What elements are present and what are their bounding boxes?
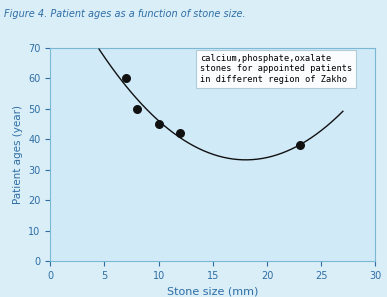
Point	[177, 131, 183, 135]
Text: Figure 4. Patient ages as a function of stone size.: Figure 4. Patient ages as a function of …	[4, 9, 245, 19]
Point	[156, 121, 162, 126]
Point	[123, 76, 129, 80]
Point	[296, 143, 303, 148]
Point	[134, 106, 140, 111]
X-axis label: Stone size (mm): Stone size (mm)	[167, 287, 259, 297]
Y-axis label: Patient ages (year): Patient ages (year)	[13, 105, 23, 204]
Text: calcium,phosphate,oxalate
stones for appointed patients
in different region of Z: calcium,phosphate,oxalate stones for app…	[200, 54, 352, 84]
